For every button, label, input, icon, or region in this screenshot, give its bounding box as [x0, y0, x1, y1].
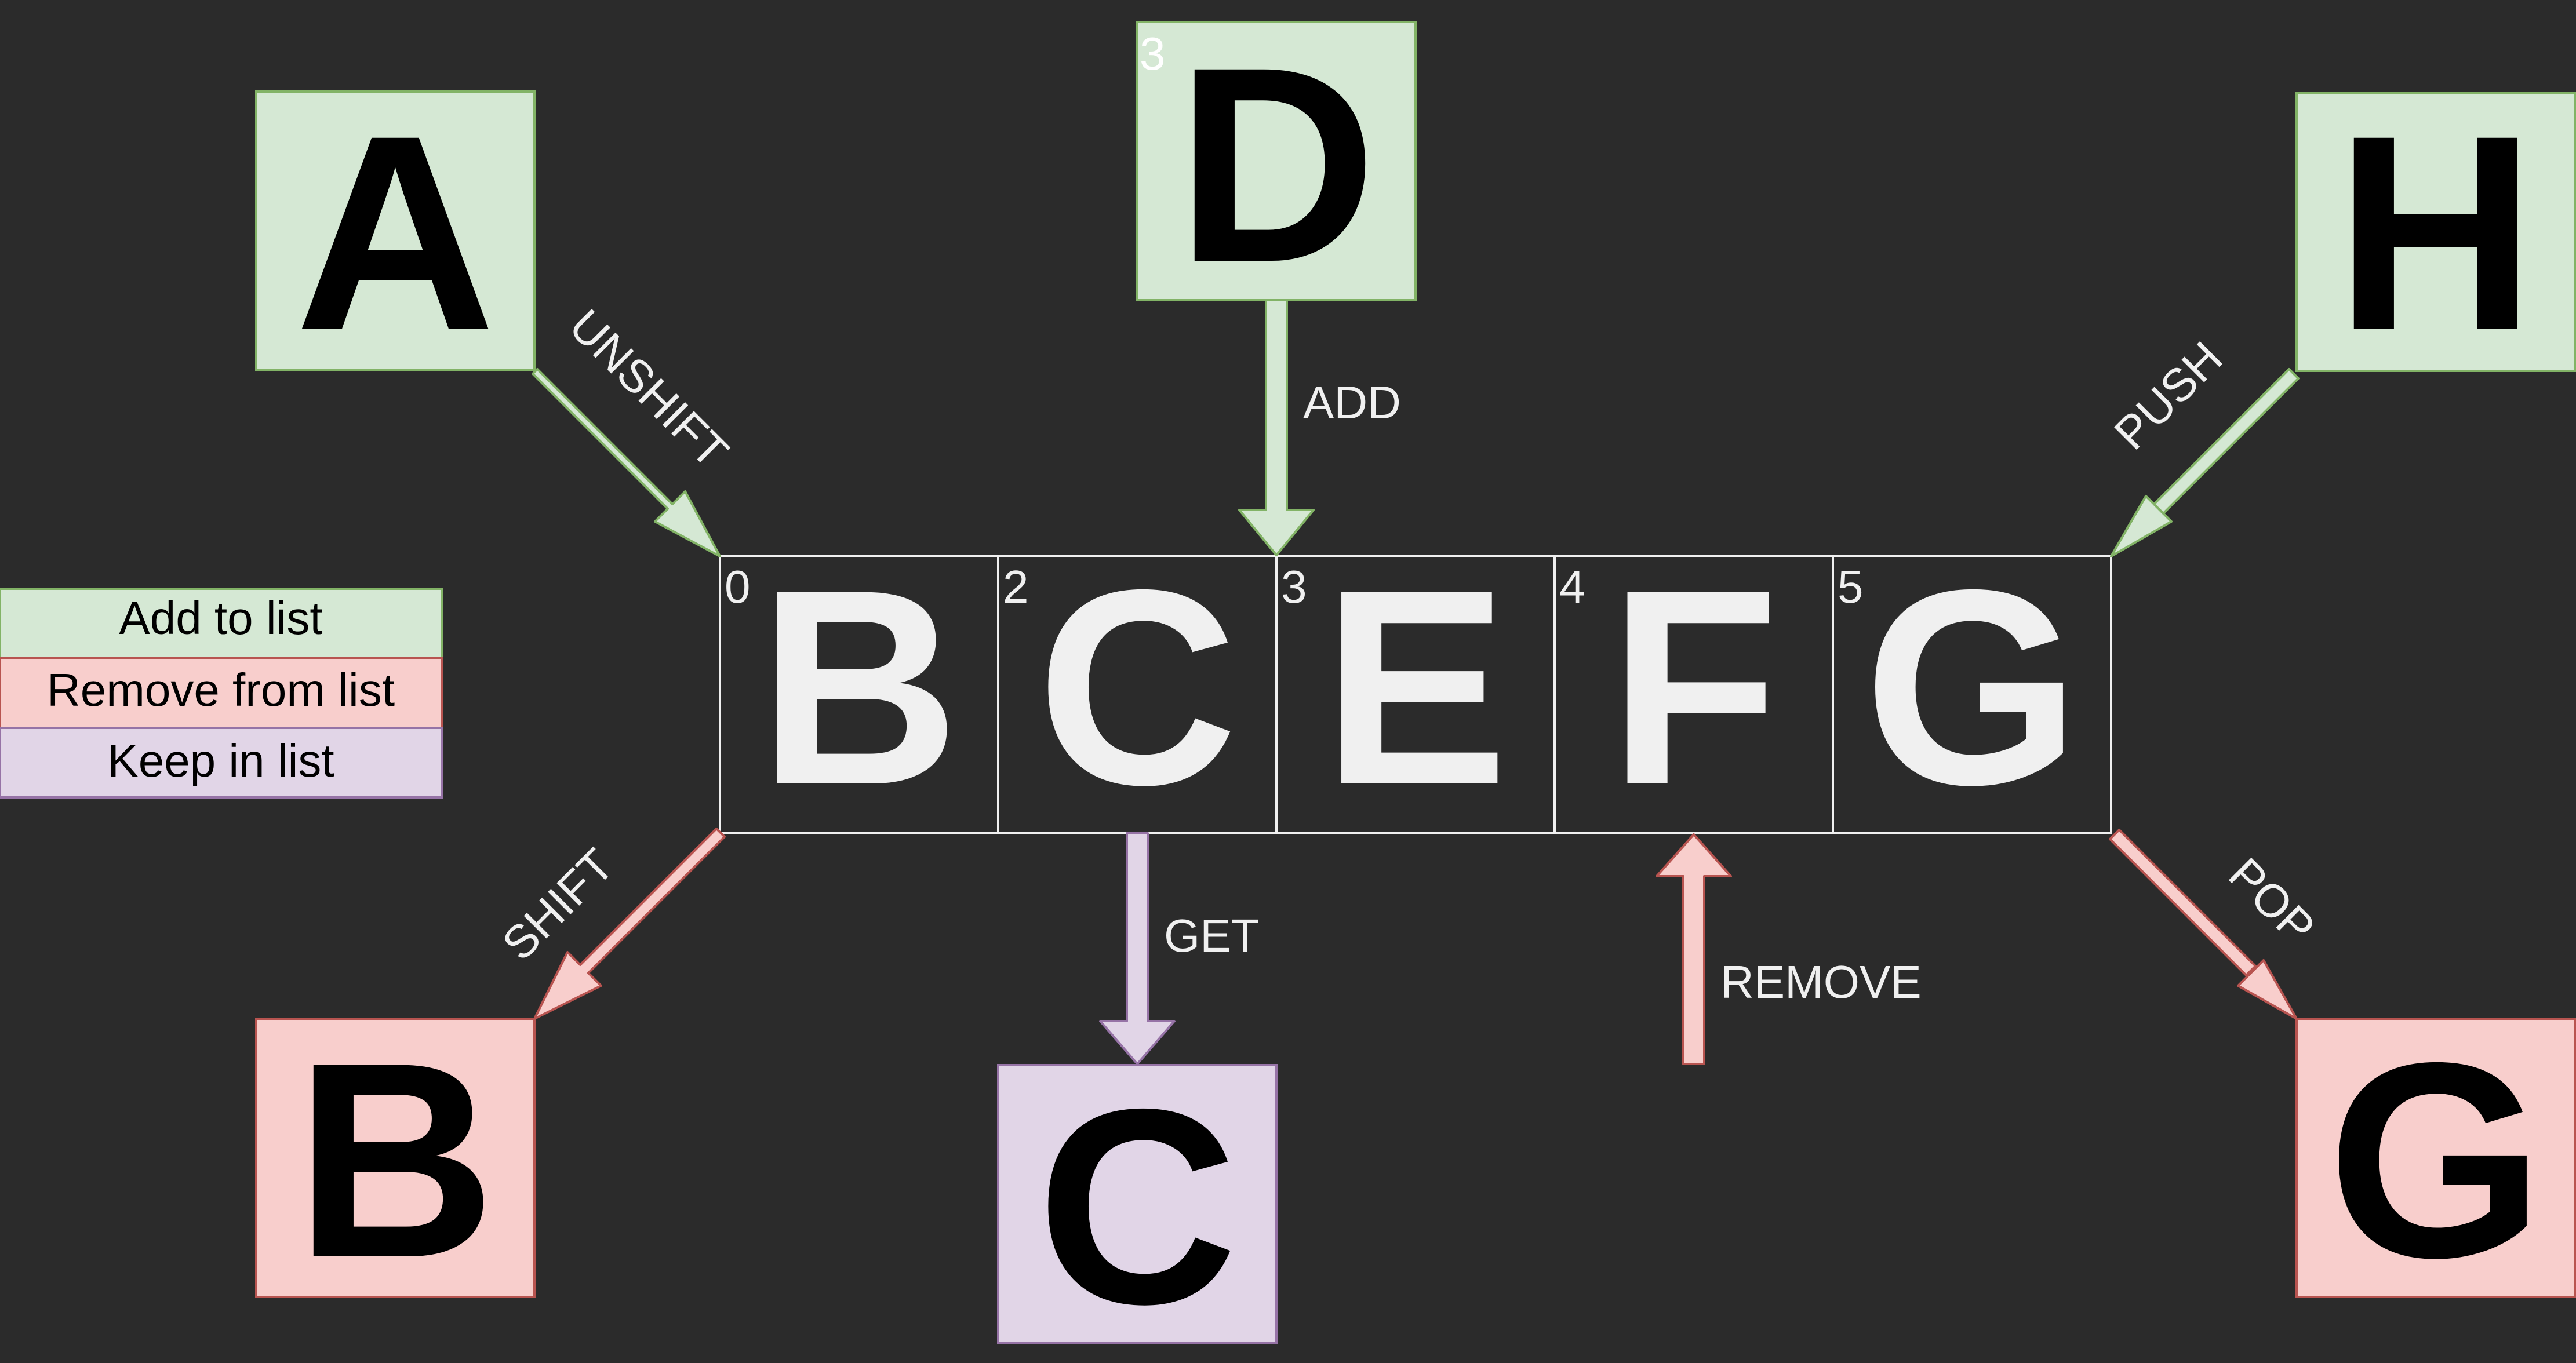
unshift-arrow — [532, 368, 721, 557]
list-cell-letter: B — [759, 531, 960, 843]
legend-remove-label: Remove from list — [47, 664, 395, 716]
remove-arrow — [1656, 833, 1732, 1065]
list-cell-index: 5 — [1838, 561, 1864, 613]
unshift-label: UNSHIFT — [559, 300, 738, 478]
list-cell-index: 0 — [725, 561, 751, 613]
push-item-letter: H — [2335, 77, 2537, 388]
unshift-item-box: A — [255, 77, 536, 388]
list-cell-index: 4 — [1559, 561, 1585, 613]
add-item-letter: D — [1176, 9, 1377, 320]
push-label: PUSH — [2105, 332, 2232, 460]
list-cell-letter: C — [1037, 531, 1238, 843]
remove-label: REMOVE — [1720, 956, 1922, 1008]
pop-item-box: G — [2295, 1004, 2576, 1315]
list-cell-letter: G — [1864, 531, 2080, 843]
shift-item-box: B — [255, 1004, 536, 1315]
get-arrow — [1099, 832, 1176, 1065]
shift-arrow — [533, 828, 726, 1020]
list-cell-index: 3 — [1281, 561, 1307, 613]
add-item-box: 3 D — [1136, 9, 1417, 320]
get-item-box: C — [997, 1051, 1278, 1362]
pop-arrow — [2113, 836, 2298, 1020]
pop-label: POP — [2219, 848, 2324, 953]
pop-arrow-shaft — [2109, 829, 2257, 976]
shift-item-letter: B — [295, 1004, 496, 1315]
legend-add-swatch — [0, 588, 443, 659]
list: 0 2 3 4 5 B C E F G — [719, 531, 2112, 843]
push-item-box: H — [2295, 77, 2576, 388]
list-cell-index: 2 — [1003, 561, 1029, 613]
legend-keep-swatch — [0, 727, 443, 799]
add-arrow — [1238, 299, 1315, 556]
list-cell-letter: F — [1609, 531, 1778, 843]
list-cell-letter: E — [1323, 531, 1508, 843]
push-arrow-shaft — [2153, 368, 2300, 515]
list-cell — [1832, 555, 2112, 834]
legend-keep-label: Keep in list — [107, 735, 334, 786]
pop-item-letter: G — [2327, 1004, 2544, 1315]
get-item-letter: C — [1037, 1051, 1238, 1362]
add-item-index: 3 — [1140, 28, 1166, 79]
add-label: ADD — [1303, 377, 1401, 428]
get-label: GET — [1164, 910, 1259, 961]
unshift-item-letter: A — [295, 77, 496, 388]
legend: Add to list Remove from list Keep in lis… — [0, 588, 443, 799]
legend-remove-swatch — [0, 657, 443, 729]
legend-add-label: Add to list — [119, 592, 322, 644]
